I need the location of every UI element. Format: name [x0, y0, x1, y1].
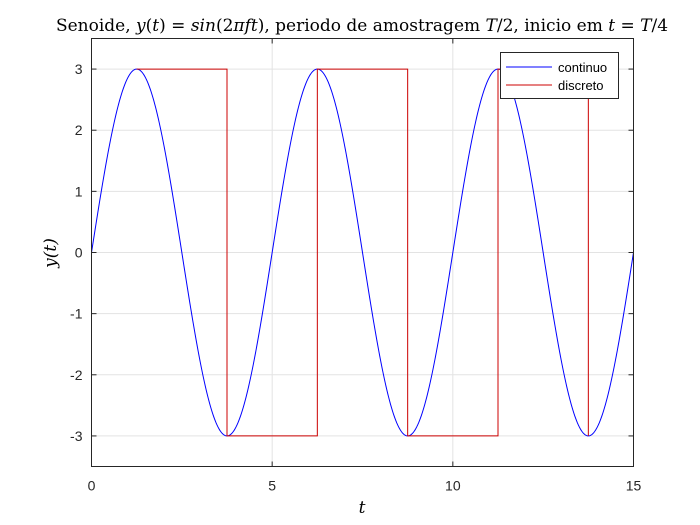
y-tick-label: -1: [70, 306, 83, 322]
x-tick-label: 5: [268, 478, 276, 494]
title-part: =: [615, 16, 640, 36]
y-tick-label: 1: [75, 183, 83, 199]
x-axis-label: t: [359, 498, 366, 518]
title-part: πft: [232, 16, 257, 36]
title-part: Senoide,: [56, 16, 136, 36]
title-part: sin: [191, 16, 216, 36]
legend-label-continuo: continuo: [558, 60, 607, 75]
x-tick-label: 0: [88, 478, 96, 494]
series-line-continuo: [91, 68, 634, 437]
tick-marks: 0 5 10 15 -3 -2 -1 0 1 2 3: [70, 38, 642, 494]
chart-title: Senoide, y(t) = sin(2πft), periodo de am…: [56, 16, 668, 36]
title-part: y: [135, 16, 146, 36]
y-tick-label: 3: [75, 61, 83, 77]
y-tick-label: -3: [70, 428, 83, 444]
y-tick-label: 2: [75, 122, 83, 138]
title-part: /4: [651, 16, 668, 36]
title-part: T: [640, 16, 653, 36]
y-tick-label: 0: [75, 245, 83, 261]
x-tick-label: 10: [445, 478, 461, 494]
x-tick-label: 15: [626, 478, 642, 494]
legend-label-discreto: discreto: [558, 78, 604, 93]
y-axis-label: y(t): [41, 238, 61, 269]
title-part: t: [152, 16, 159, 36]
legend-box: [500, 52, 619, 99]
title-part: (2: [216, 16, 233, 36]
title-part: T: [486, 16, 499, 36]
legend: continuo discreto: [500, 52, 619, 99]
title-part: (: [146, 16, 153, 36]
title-part: ) =: [159, 16, 191, 36]
title-part: /2, inicio em: [497, 16, 608, 36]
y-axis-label-group: y(t): [41, 238, 61, 269]
title-part: t: [608, 16, 615, 36]
y-tick-label: -2: [70, 367, 83, 383]
title-part: ), periodo de amostragem: [258, 16, 486, 36]
